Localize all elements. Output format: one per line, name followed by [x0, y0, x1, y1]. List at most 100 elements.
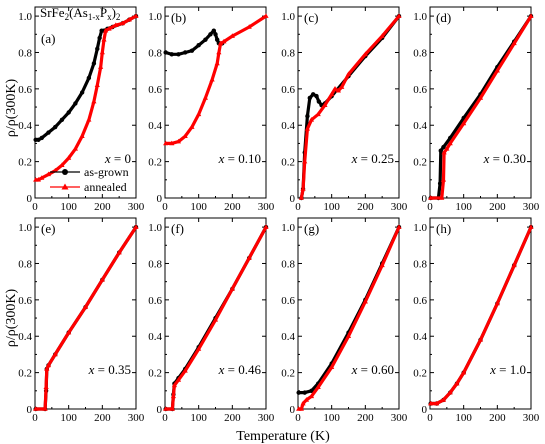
y-tick-label: 0.6 — [281, 295, 295, 307]
y-tick-label: 0.6 — [413, 84, 427, 96]
y-tick-label: 0.2 — [281, 368, 295, 380]
data-point-annealed — [163, 140, 169, 146]
x-value-label: x = 1.0 — [489, 362, 526, 377]
x-tick-label: 200 — [357, 412, 374, 424]
y-tick-label: 1.0 — [413, 222, 427, 234]
data-point-annealed — [444, 146, 450, 151]
data-point-annealed — [300, 186, 306, 191]
y-tick-label: 0.8 — [413, 258, 427, 270]
legend-marker-as-grown — [62, 169, 68, 175]
data-point-as-grown — [314, 93, 319, 99]
data-point-as-grown — [73, 101, 78, 106]
data-point-annealed — [439, 195, 445, 200]
data-point-annealed — [86, 116, 92, 122]
y-tick-label: 0.2 — [18, 157, 32, 169]
series-line-annealed — [430, 226, 533, 406]
x-tick-label: 300 — [523, 412, 540, 424]
data-point-as-grown — [208, 32, 213, 37]
data-point-as-grown — [91, 61, 97, 66]
series-line-annealed — [298, 226, 401, 411]
data-point-annealed — [329, 91, 335, 97]
data-point-as-grown — [196, 43, 201, 48]
data-point-annealed — [43, 384, 49, 389]
x-tick-label: 0 — [32, 201, 38, 213]
panel-c: 0 100 200 300 0 0.2 0.4 0.6 0.8 1.0 (c) x = 0.25 — [281, 6, 408, 213]
data-point-as-grown — [296, 390, 301, 395]
data-point-annealed — [339, 84, 345, 89]
data-point-annealed — [163, 406, 169, 411]
data-point-as-grown — [169, 52, 174, 57]
data-point-annealed — [304, 126, 311, 131]
data-point-annealed — [98, 64, 104, 69]
y-tick-label: 0.8 — [148, 47, 162, 59]
panel-frame — [297, 217, 400, 410]
y-tick-label: 0.4 — [413, 120, 427, 132]
x-tick-label: 100 — [323, 201, 340, 213]
data-point-annealed — [221, 38, 227, 44]
y-axis-label-top: ρ/ρ(300K) — [4, 79, 19, 138]
data-point-annealed — [454, 380, 460, 386]
data-point-annealed — [300, 400, 306, 406]
y-tick-label: 1.0 — [18, 222, 32, 234]
data-point-annealed — [202, 95, 208, 100]
data-point-annealed — [428, 195, 434, 200]
y-tick-label: 0.8 — [18, 47, 32, 59]
x-tick-label: 0 — [32, 412, 38, 424]
panel-label: (a) — [41, 31, 55, 46]
y-tick-label: 1.0 — [18, 11, 32, 23]
data-point-as-grown — [307, 95, 312, 101]
x-tick-label: 100 — [190, 412, 207, 424]
data-point-annealed — [494, 67, 500, 73]
data-point-annealed — [302, 158, 308, 164]
data-point-annealed — [229, 286, 235, 291]
y-tick-label: 0.6 — [148, 84, 162, 96]
y-tick-label: 0.6 — [413, 295, 427, 307]
data-point-annealed — [214, 60, 220, 66]
data-point-annealed — [82, 304, 89, 309]
data-point-annealed — [362, 51, 368, 57]
data-point-annealed — [440, 397, 447, 402]
x-tick-label: 200 — [357, 201, 374, 213]
data-point-annealed — [91, 98, 97, 104]
data-point-annealed — [33, 406, 39, 411]
data-point-annealed — [212, 317, 219, 322]
y-tick-label: 0 — [290, 404, 296, 416]
x-tick-label: 200 — [224, 412, 241, 424]
data-point-annealed — [175, 377, 182, 382]
data-point-annealed — [52, 167, 58, 173]
data-point-annealed — [106, 26, 112, 31]
data-point-annealed — [66, 155, 72, 160]
data-point-annealed — [182, 133, 188, 138]
data-point-annealed — [66, 329, 72, 335]
y-tick-label: 0 — [27, 404, 33, 416]
panel-label: (b) — [171, 10, 186, 25]
y-tick-label: 0.4 — [281, 120, 295, 132]
data-point-annealed — [44, 366, 50, 371]
data-point-annealed — [169, 140, 175, 146]
y-tick-label: 0.6 — [18, 84, 32, 96]
y-tick-label: 0.8 — [413, 47, 427, 59]
y-tick-label: 0.6 — [148, 295, 162, 307]
legend-label-as-grown: as-grown — [84, 165, 129, 179]
data-point-annealed — [133, 13, 139, 18]
panel-frame — [34, 217, 137, 410]
data-point-annealed — [434, 400, 440, 406]
data-point-annealed — [216, 49, 222, 55]
data-point-as-grown — [53, 124, 58, 130]
x-tick-label: 300 — [258, 412, 275, 424]
y-tick-label: 1.0 — [281, 11, 295, 23]
y-tick-label: 0 — [422, 193, 428, 205]
data-point-annealed — [217, 40, 224, 46]
data-point-as-grown — [302, 390, 307, 395]
legend-marker-annealed — [61, 183, 69, 190]
data-point-annealed — [329, 364, 335, 369]
data-point-annealed — [169, 406, 176, 411]
data-point-annealed — [59, 162, 65, 168]
compound-formula: SrFe2(As1-xPx)2 — [40, 5, 120, 22]
data-point-as-grown — [214, 37, 220, 42]
data-point-as-grown — [95, 46, 100, 52]
series-line-annealed — [430, 15, 533, 200]
y-tick-label: 0.2 — [413, 368, 427, 380]
y-tick-label: 1.0 — [148, 222, 162, 234]
data-point-annealed — [379, 262, 385, 268]
